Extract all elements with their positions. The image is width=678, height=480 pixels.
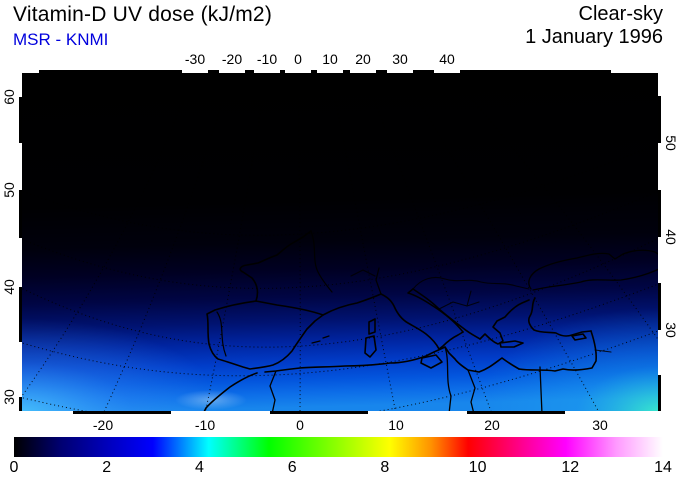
lon-tick-top: -20 (221, 51, 243, 67)
lon-tick-top: 10 (322, 51, 338, 67)
colorbar-tick: 10 (468, 459, 487, 476)
colorbar-tick: 0 (9, 459, 19, 476)
page-title: Vitamin-D UV dose (kJ/m2) (13, 3, 273, 26)
colorbar-tick: 14 (654, 459, 672, 476)
lat-tick-right: 50 (663, 135, 678, 151)
lon-tick-bottom: 20 (484, 417, 500, 433)
lon-tick-bottom: -10 (194, 417, 216, 433)
colorbar-tick: 2 (102, 459, 112, 476)
lat-tick-left: 60 (1, 89, 17, 105)
sky-condition-label: Clear-sky (578, 3, 663, 25)
lat-tick-left: 30 (1, 389, 17, 405)
map-frame (19, 70, 661, 414)
lon-tick-top: 40 (439, 51, 455, 67)
lat-tick-right: 40 (663, 229, 678, 245)
lon-tick-bottom: 30 (592, 417, 608, 433)
map-canvas (8, 69, 678, 426)
colorbar (14, 437, 663, 457)
dose-field (19, 70, 661, 414)
colorbar-tick: 4 (194, 459, 204, 476)
colorbar-tick: 6 (287, 459, 297, 476)
coastlines (202, 230, 662, 415)
lon-tick-bottom: 0 (296, 417, 304, 433)
lon-tick-top: -30 (184, 51, 206, 67)
atlas-bright-patch (175, 390, 247, 410)
lon-tick-top: 0 (294, 51, 302, 67)
lon-tick-top: 30 (392, 51, 408, 67)
colorbar-tick: 12 (561, 459, 580, 476)
lat-tick-left: 50 (1, 182, 17, 198)
colorbar-tick: 8 (380, 459, 390, 476)
lon-tick-top: 20 (355, 51, 371, 67)
lon-tick-bottom: -20 (92, 417, 114, 433)
lat-tick-left: 40 (1, 279, 17, 295)
source-label: MSR - KNMI (13, 30, 109, 49)
uv-field-map (8, 69, 678, 426)
lat-tick-right: 30 (663, 322, 678, 338)
lon-tick-top: -10 (256, 51, 278, 67)
date-label: 1 January 1996 (525, 26, 663, 48)
lon-tick-bottom: 10 (388, 417, 404, 433)
